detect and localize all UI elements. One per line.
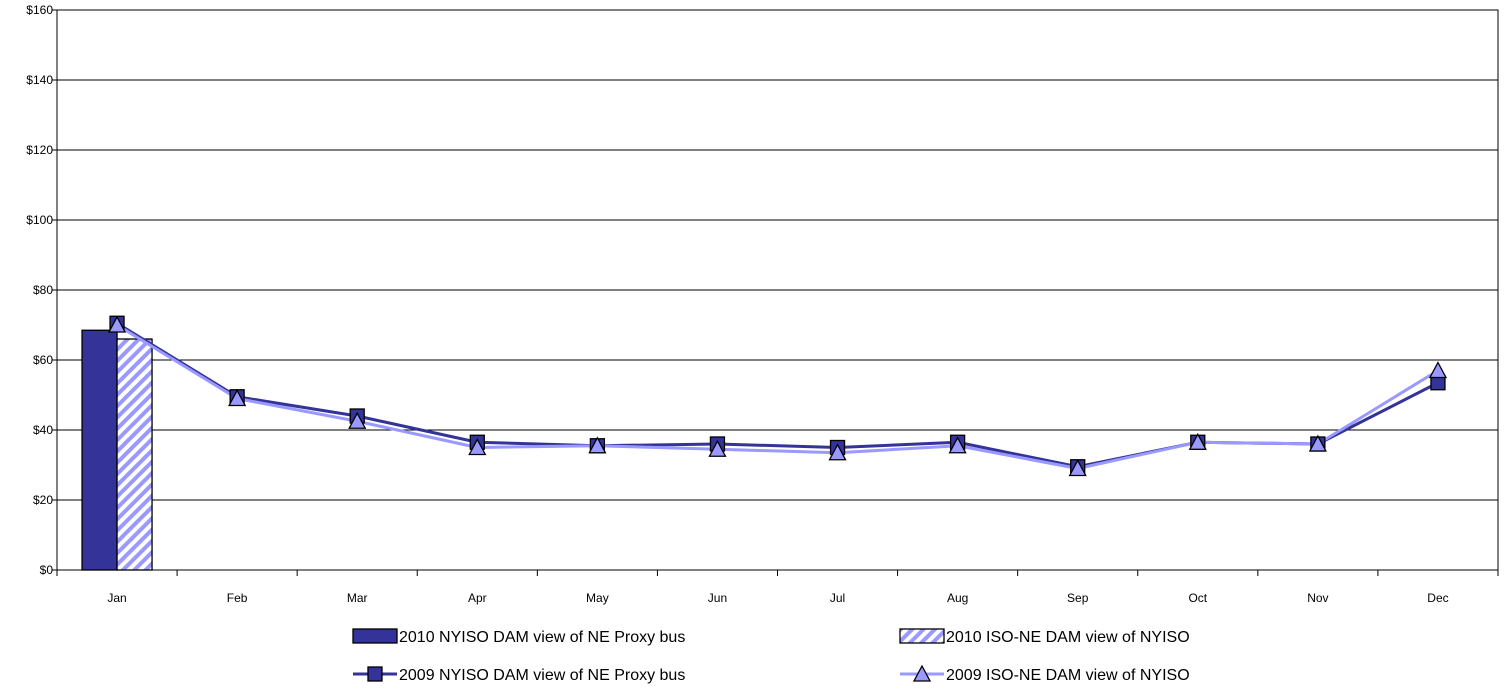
data-point — [107, 315, 127, 333]
x-tick-label: Sep — [1067, 591, 1089, 605]
x-tick-label: Jul — [830, 591, 845, 605]
legend-label: 2009 ISO-NE DAM view of NYISO — [946, 667, 1190, 684]
data-point — [1428, 361, 1448, 379]
y-tick-label: $160 — [26, 3, 53, 17]
legend-swatch — [352, 628, 398, 644]
y-tick-label: $140 — [26, 73, 53, 87]
y-tick-label: $120 — [26, 143, 53, 157]
x-tick-label: Jan — [107, 591, 126, 605]
data-point — [588, 436, 607, 454]
data-point — [367, 666, 383, 682]
x-tick-label: Oct — [1188, 591, 1207, 605]
x-tick-label: Jun — [708, 591, 727, 605]
x-tick-label: Feb — [227, 591, 248, 605]
y-tick-label: $0 — [40, 563, 54, 577]
legend-item: 2010 NYISO DAM view of NE Proxy bus — [352, 628, 685, 646]
data-point — [348, 411, 367, 429]
y-tick-label: $40 — [33, 423, 53, 437]
legend-label: 2010 ISO-NE DAM view of NYISO — [946, 629, 1190, 646]
y-tick-label: $100 — [26, 213, 53, 227]
series-lines — [107, 315, 1448, 477]
data-point — [912, 664, 932, 682]
legend-label: 2009 NYISO DAM view of NE Proxy bus — [399, 667, 685, 684]
y-tick-label: $60 — [33, 353, 53, 367]
y-tick-label: $80 — [33, 283, 53, 297]
legend-label: 2010 NYISO DAM view of NE Proxy bus — [399, 629, 685, 646]
series-line — [116, 323, 1439, 470]
data-point — [228, 389, 247, 407]
x-tick-label: May — [586, 591, 609, 605]
y-tick-label: $20 — [33, 493, 53, 507]
x-tick-label: Dec — [1427, 591, 1448, 605]
data-point — [1308, 434, 1327, 452]
x-tick-label: Nov — [1307, 591, 1328, 605]
bar — [81, 329, 118, 571]
grid — [56, 9, 1499, 571]
legend-item: 2009 NYISO DAM view of NE Proxy bus — [353, 666, 685, 684]
data-point — [828, 443, 847, 461]
data-point — [948, 436, 967, 454]
x-tick-label: Mar — [347, 591, 368, 605]
x-tick-label: Aug — [947, 591, 968, 605]
data-point — [708, 439, 727, 457]
data-point — [468, 438, 487, 456]
legend: 2010 NYISO DAM view of NE Proxy bus 2010 … — [352, 628, 1190, 684]
bars — [81, 329, 153, 571]
data-point — [1188, 432, 1207, 450]
legend-item: 2009 ISO-NE DAM view of NYISO — [900, 664, 1190, 684]
data-point — [1068, 459, 1087, 477]
axes: $0 $20 $40 $60 $80 $100 $120 $140 $160 Jan Feb Mar A… — [26, 3, 1499, 605]
legend-item: 2010 ISO-NE DAM view of NYISO — [899, 628, 1190, 646]
legend-swatch — [899, 628, 945, 644]
bar — [116, 338, 153, 571]
x-tick-label: Apr — [468, 591, 487, 605]
